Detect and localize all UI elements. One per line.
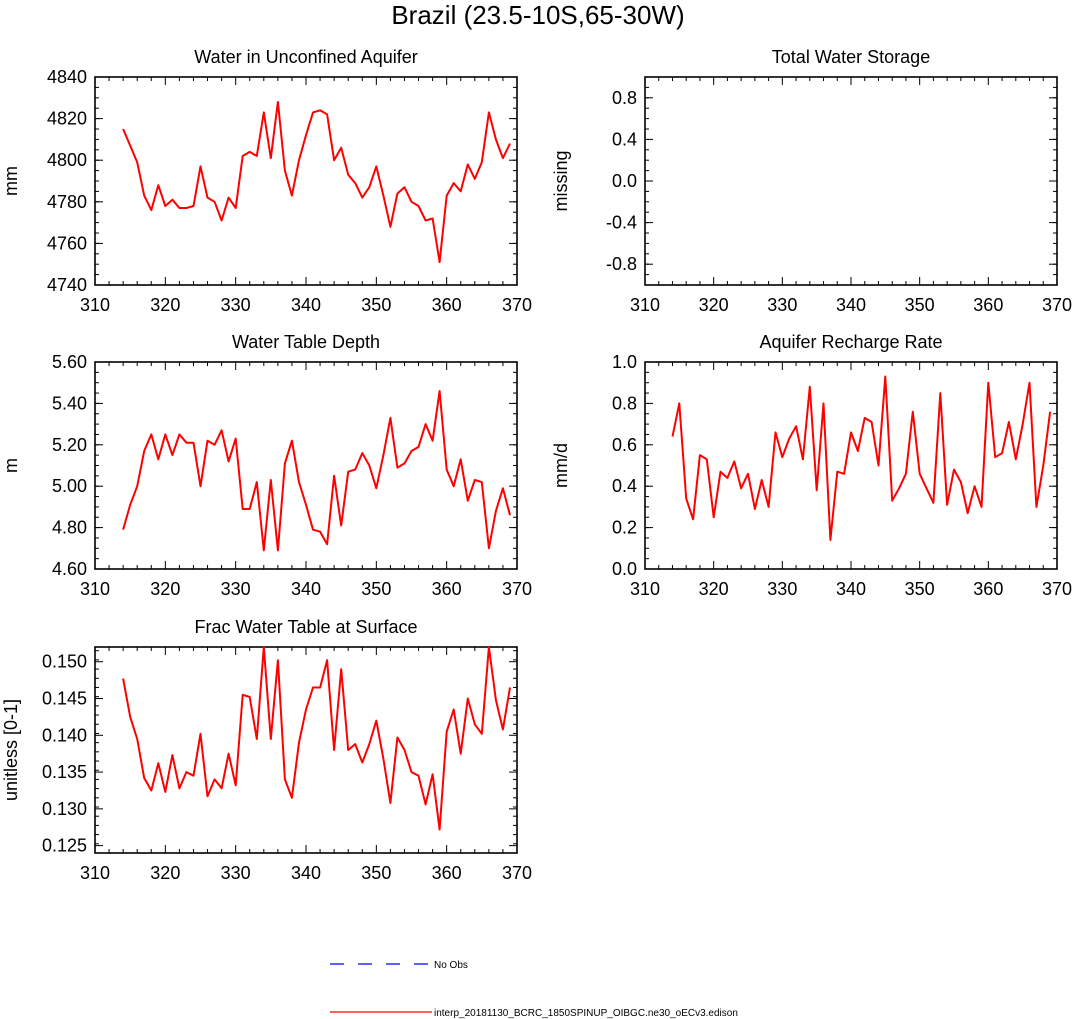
y-tick-label: 0.145 (42, 689, 87, 709)
series-line-unconfined (122, 101, 511, 264)
x-tick-label: 370 (1042, 295, 1072, 315)
y-tick-label: 0.130 (42, 799, 87, 819)
y-tick-label: 0.4 (612, 476, 637, 496)
x-tick-label: 320 (150, 295, 180, 315)
panel-title: Aquifer Recharge Rate (759, 332, 942, 352)
plot-frame (94, 76, 518, 286)
x-tick-label: 350 (361, 295, 391, 315)
panel-fracwt: Frac Water Table at Surface unitless [0-1… (1, 617, 532, 883)
y-tick-label: 5.60 (52, 352, 87, 372)
x-tick-label: 310 (80, 863, 110, 883)
legend: No Obs interp_20181130_BCRC_1850SPINUP_O… (330, 960, 738, 1019)
x-tick-label: 370 (1042, 579, 1072, 599)
x-tick-label: 320 (150, 579, 180, 599)
series-line-fracwt (122, 646, 511, 831)
x-tick-label: 370 (502, 579, 532, 599)
y-axis-label: unitless [0-1] (1, 699, 21, 801)
y-tick-label: -0.8 (606, 254, 637, 274)
y-tick-label: 0.135 (42, 762, 87, 782)
y-tick-label: 0.6 (612, 435, 637, 455)
x-tick-label: 370 (502, 295, 532, 315)
x-tick-label: 340 (836, 579, 866, 599)
y-tick-label: 0.8 (612, 88, 637, 108)
y-tick-label: 4820 (47, 109, 87, 129)
y-tick-label: 5.20 (52, 435, 87, 455)
series-line-wtd (122, 390, 511, 552)
y-tick-label: 4.80 (52, 518, 87, 538)
y-tick-label: 4780 (47, 192, 87, 212)
x-tick-label: 330 (221, 863, 251, 883)
y-tick-label: 0.2 (612, 518, 637, 538)
y-tick-label: 0.0 (612, 171, 637, 191)
panel-wtd: Water Table Depth m 310 320 330 340 350 360 370 4… (1, 332, 532, 599)
plot-frame (94, 646, 518, 854)
y-tick-label: -0.4 (606, 213, 637, 233)
figure-title: Brazil (23.5-10S,65-30W) (391, 0, 684, 30)
x-tick-label: 360 (973, 295, 1003, 315)
series-line-recharge (671, 375, 1052, 541)
x-tick-label: 360 (432, 863, 462, 883)
x-tick-label: 350 (361, 863, 391, 883)
panel-recharge: Aquifer Recharge Rate mm/d 310 320 330 340 350… (551, 332, 1072, 599)
plot-frame (644, 76, 1058, 286)
panel-unconfined: Water in Unconfined Aquifer mm 310 320 330 34… (1, 47, 532, 315)
y-tick-label: 0.140 (42, 725, 87, 745)
y-tick-label: 0.0 (612, 559, 637, 579)
y-tick-label: 1.0 (612, 352, 637, 372)
x-tick-label: 350 (905, 295, 935, 315)
y-axis-label: missing (551, 150, 571, 211)
y-tick-label: 0.8 (612, 393, 637, 413)
x-tick-label: 360 (432, 295, 462, 315)
x-tick-label: 340 (291, 579, 321, 599)
x-tick-label: 310 (80, 579, 110, 599)
x-tick-label: 340 (836, 295, 866, 315)
y-tick-label: 4.60 (52, 559, 87, 579)
x-tick-label: 340 (291, 295, 321, 315)
x-tick-label: 360 (973, 579, 1003, 599)
x-tick-label: 310 (630, 579, 660, 599)
legend-label-no-obs: No Obs (434, 960, 468, 971)
panel-title: Frac Water Table at Surface (194, 617, 417, 637)
x-tick-label: 340 (291, 863, 321, 883)
x-tick-label: 320 (699, 295, 729, 315)
x-tick-label: 320 (150, 863, 180, 883)
y-tick-label: 5.00 (52, 476, 87, 496)
panel-tws: Total Water Storage missing 310 320 330 340 35… (551, 47, 1072, 315)
x-tick-label: 360 (432, 579, 462, 599)
y-tick-label: 4840 (47, 67, 87, 87)
x-tick-label: 350 (905, 579, 935, 599)
x-tick-label: 330 (767, 579, 797, 599)
x-tick-label: 330 (221, 295, 251, 315)
panel-title: Water in Unconfined Aquifer (194, 47, 417, 67)
y-tick-label: 5.40 (52, 393, 87, 413)
y-tick-label: 0.125 (42, 836, 87, 856)
legend-label-model: interp_20181130_BCRC_1850SPINUP_OIBGC.ne… (434, 1008, 738, 1019)
x-tick-label: 310 (630, 295, 660, 315)
y-tick-label: 4740 (47, 275, 87, 295)
x-tick-label: 320 (699, 579, 729, 599)
y-axis-label: mm (1, 166, 21, 196)
plot-frame (94, 361, 518, 570)
y-tick-label: 0.150 (42, 652, 87, 672)
y-axis-label: mm/d (551, 443, 571, 488)
x-tick-label: 350 (361, 579, 391, 599)
y-tick-label: 4760 (47, 233, 87, 253)
x-tick-label: 310 (80, 295, 110, 315)
panels: Water in Unconfined Aquifer mm 310 320 330 34… (1, 47, 1072, 883)
x-tick-label: 330 (221, 579, 251, 599)
x-tick-label: 330 (767, 295, 797, 315)
y-tick-label: 0.4 (612, 129, 637, 149)
x-tick-label: 370 (502, 863, 532, 883)
panel-title: Water Table Depth (232, 332, 380, 352)
y-axis-label: m (1, 458, 21, 473)
panel-title: Total Water Storage (772, 47, 930, 67)
y-tick-label: 4800 (47, 150, 87, 170)
